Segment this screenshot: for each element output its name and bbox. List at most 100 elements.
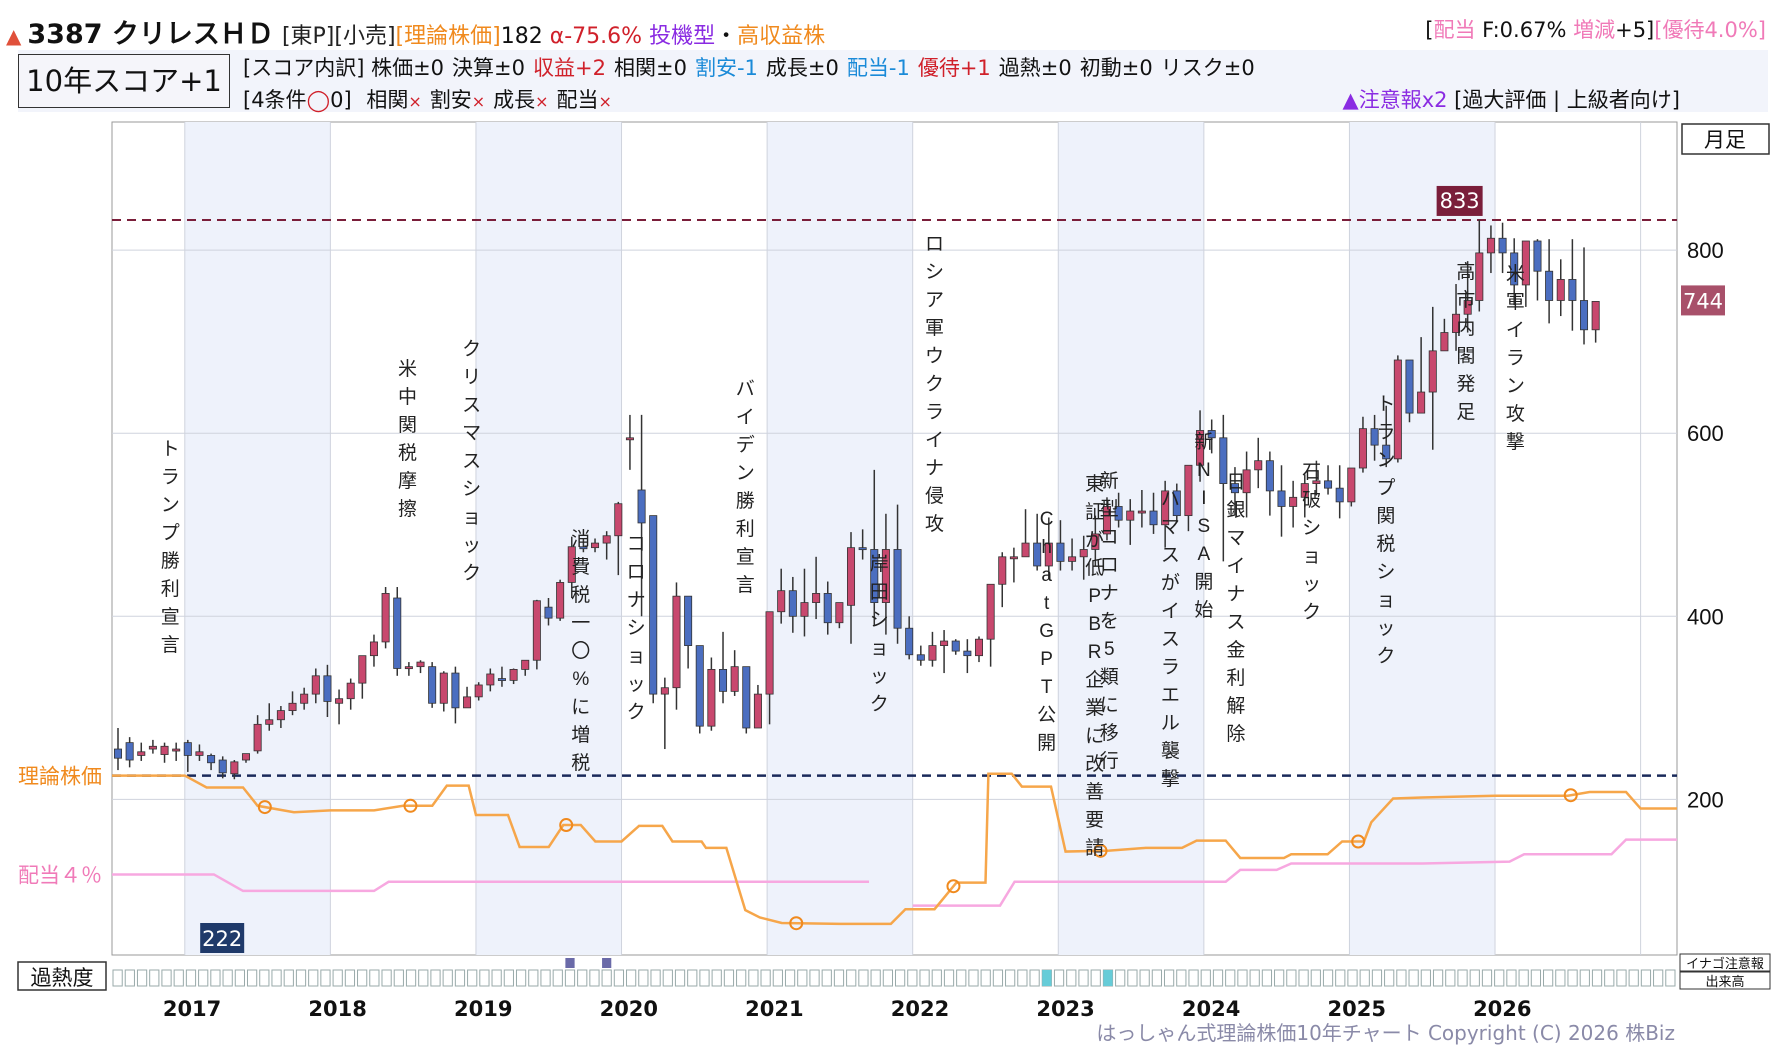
heat-cell — [467, 969, 478, 987]
heat-cell — [185, 969, 197, 987]
candle-body — [288, 702, 297, 711]
condition-item: 配当× — [556, 88, 612, 112]
candle-body — [1510, 252, 1519, 286]
caution-warning: ▲注意報x2 — [1342, 88, 1448, 112]
dividend-series-line — [112, 873, 870, 893]
heat-cell — [662, 969, 673, 987]
candle-body — [1324, 480, 1333, 489]
heat-cell — [626, 969, 637, 987]
low-marker-badge — [200, 923, 245, 953]
heat-cell — [1176, 969, 1187, 987]
heat-cell — [1249, 969, 1260, 987]
heat-cell — [833, 969, 845, 987]
candle-body — [346, 682, 355, 700]
candle-body — [1382, 444, 1391, 460]
y-tick-label: 400 — [1687, 604, 1724, 629]
heat-cell — [1017, 969, 1028, 987]
heat-cell — [1237, 969, 1248, 987]
candle-body — [230, 761, 239, 775]
market-tags: [東P][小売] — [281, 24, 396, 49]
year-shade — [1349, 122, 1496, 955]
heat-label: 過熱度 — [31, 966, 94, 990]
heat-label-box — [17, 961, 107, 991]
theory-line-label: 理論株価 — [18, 765, 102, 789]
heat-cell — [674, 969, 686, 987]
heat-cell — [895, 969, 906, 987]
heat-cell — [1469, 969, 1480, 987]
candle-body — [788, 590, 797, 617]
candle-body — [951, 640, 960, 652]
candle-body — [1161, 490, 1170, 526]
heat-cell — [870, 969, 881, 987]
heat-cell — [1579, 969, 1590, 987]
legend-label: イナゴ注意報 — [1686, 956, 1764, 972]
breakdown-item: 株価±0 — [371, 56, 445, 80]
event-label: バイデン勝利宣言 — [736, 379, 755, 596]
candle-body — [544, 606, 553, 619]
candle-body — [463, 696, 472, 709]
heat-cell — [357, 969, 368, 987]
heat-cell — [418, 969, 429, 987]
candle-body — [963, 650, 972, 657]
heat-cell — [564, 969, 576, 987]
candle-body — [1440, 332, 1449, 352]
legend-box — [1679, 971, 1771, 990]
heat-cell — [332, 969, 343, 987]
breakdown-item: 割安-1 — [694, 56, 758, 80]
candle-body — [567, 546, 576, 583]
heat-cell — [1066, 969, 1077, 987]
condition-item: 成長× — [493, 88, 549, 112]
heat-cell — [320, 969, 331, 987]
heat-cell — [149, 969, 160, 987]
year-shade — [1058, 122, 1204, 955]
candle-body — [579, 546, 588, 550]
candle-body — [1044, 542, 1053, 567]
event-label: 新 N I S A 開始 — [1194, 431, 1213, 621]
heat-cell — [711, 969, 722, 987]
theory-marker — [257, 800, 272, 815]
theory-marker — [1563, 788, 1578, 803]
x-tick-label: 2026 — [1473, 997, 1531, 1021]
heat-cell — [846, 969, 857, 987]
heat-cell — [1432, 969, 1444, 987]
conditions-row: [4条件◯0] 相関× 割安× 成長× 配当× — [243, 84, 612, 114]
candle-body — [497, 678, 506, 681]
candle-body — [1056, 542, 1065, 562]
dividend-line-label: 配当４％ — [18, 863, 102, 887]
event-label: ハマスがイスラエル襲撃 — [1161, 489, 1180, 790]
candle-body — [1591, 301, 1600, 331]
candle-body — [940, 640, 949, 646]
candle-body — [1242, 469, 1251, 494]
cross-icon: × — [471, 92, 486, 111]
candle-body — [311, 675, 320, 695]
candle-body — [800, 602, 809, 617]
heat-cell — [491, 969, 502, 987]
candle-body — [916, 654, 925, 661]
event-label: 新型コロナを 5 類に移行 — [1100, 470, 1119, 772]
heat-cell — [1408, 969, 1419, 987]
y-tick-label: 600 — [1687, 421, 1724, 446]
candle-body — [719, 669, 728, 692]
heat-cell — [1420, 969, 1431, 987]
title-row: ▲ 3387 クリレスＨＤ [東P][小売][理論株価]182 α-75.6% 投機… — [6, 12, 825, 51]
heat-cell — [1139, 969, 1150, 987]
x-tick-label: 2025 — [1327, 997, 1385, 1021]
heat-cell — [919, 969, 930, 987]
heat-cell — [271, 969, 282, 987]
heat-cell — [1457, 969, 1468, 987]
candle-body — [1533, 240, 1542, 272]
candle-body — [253, 723, 262, 752]
candle-body — [835, 602, 844, 624]
heat-cell — [430, 969, 441, 987]
candle-body — [1312, 480, 1321, 484]
year-shade — [475, 122, 622, 955]
score-breakdown: [スコア内訳] 株価±0 決算±0 収益+2 相関±0 割安-1 成長±0 配当-1 優待+1… — [243, 52, 1263, 82]
candle-body — [556, 582, 565, 619]
candle-body — [637, 489, 646, 524]
event-label: 消費税一〇%に増税 — [571, 528, 590, 774]
heat-cell — [1200, 969, 1211, 987]
x-tick-label: 2020 — [600, 997, 658, 1021]
candle-body — [928, 645, 937, 661]
heat-cell — [1518, 969, 1529, 987]
candle-body — [1521, 240, 1530, 286]
